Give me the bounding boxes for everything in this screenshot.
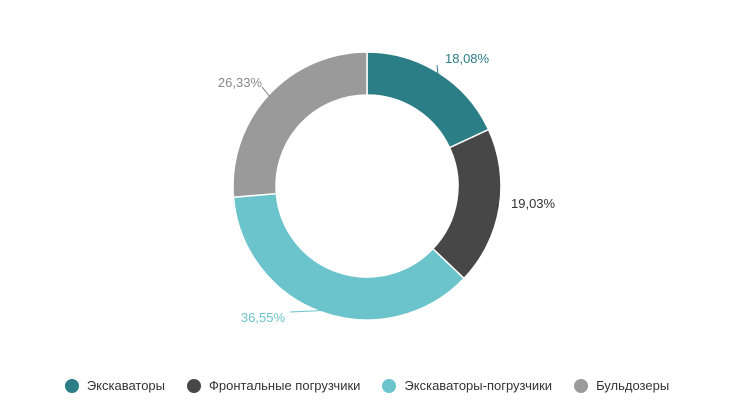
slice-bulldozers[interactable]	[232, 51, 368, 199]
legend-marker-excavators	[64, 378, 79, 393]
data-label-front-loaders: 19,03%	[511, 196, 556, 211]
legend-item-bulldozers[interactable]: Бульдозеры	[574, 378, 669, 393]
data-label-backhoe-loaders: 36,55%	[241, 310, 286, 325]
leader-line-bulldozers	[261, 86, 271, 97]
legend-marker-backhoe-loaders	[382, 378, 397, 393]
slice-front-loaders[interactable]	[431, 128, 502, 280]
slice-excavators[interactable]	[366, 51, 490, 149]
leader-line-front-loaders	[496, 203, 499, 208]
leader-lines-group	[261, 64, 499, 313]
legend-item-front-loaders[interactable]: Фронтальные погрузчики	[187, 378, 360, 393]
legend-label-backhoe-loaders: Экскаваторы-погрузчики	[404, 378, 553, 393]
legend-marker-bulldozers	[574, 378, 589, 393]
data-label-bulldozers: 26,33%	[218, 75, 263, 90]
data-labels-group: 18,08% 19,03% 36,55% 26,33%	[218, 51, 556, 325]
legend-label-front-loaders: Фронтальные погрузчики	[209, 378, 361, 393]
slice-backhoe-loaders[interactable]	[232, 192, 466, 321]
legend-item-excavators[interactable]: Экскаваторы	[64, 378, 166, 393]
legend-label-bulldozers: Бульдозеры	[596, 378, 670, 393]
legend-label-excavators: Экскаваторы	[86, 378, 166, 393]
legend-item-backhoe-loaders[interactable]: Экскаваторы-погрузчики	[382, 378, 552, 393]
legend: Экскаваторы Фронтальные погрузчики Экска…	[0, 378, 734, 393]
data-label-excavators: 18,08%	[445, 51, 490, 66]
leader-line-excavators	[436, 64, 439, 75]
legend-marker-front-loaders	[187, 378, 202, 393]
leader-line-backhoe-loaders	[289, 310, 324, 313]
slices-group	[232, 51, 502, 321]
